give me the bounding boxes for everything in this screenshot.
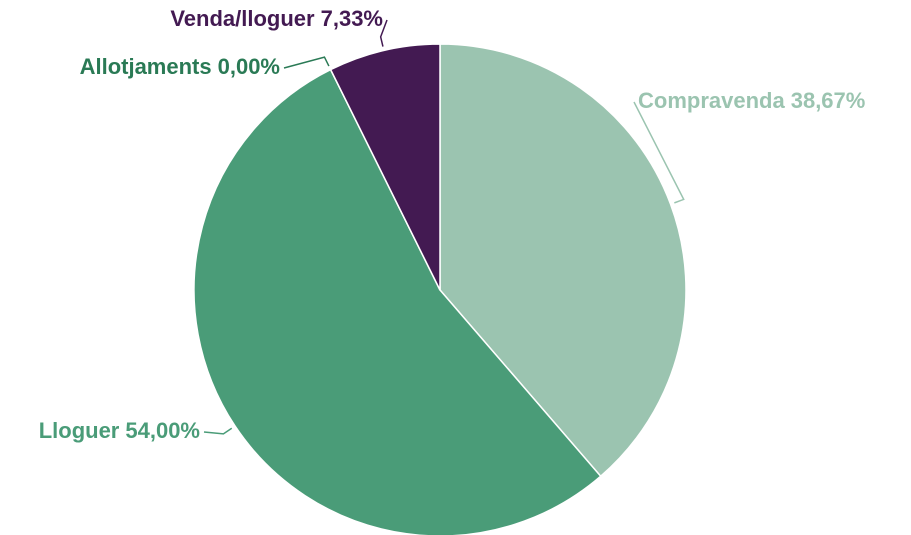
- pie-slice: [439, 43, 687, 478]
- slice-category: Allotjaments: [80, 54, 212, 79]
- slice-label: Allotjaments 0,00%: [80, 54, 280, 79]
- leader-line: [633, 101, 685, 204]
- leader-line: [379, 19, 388, 47]
- slice-label: Lloguer 54,00%: [39, 418, 200, 443]
- slice-category: Lloguer: [39, 418, 120, 443]
- pie-slice: [193, 68, 602, 535]
- pie-slice: [329, 43, 441, 291]
- slice-value: 7,33%: [321, 6, 383, 31]
- slice-value: 54,00%: [125, 418, 200, 443]
- slice-category: Compravenda: [638, 88, 785, 113]
- slice-label: Venda/lloguer 7,33%: [170, 6, 383, 31]
- slice-category: Venda/lloguer: [170, 6, 315, 31]
- leader-line: [203, 427, 233, 435]
- slice-label: Compravenda 38,67%: [638, 88, 865, 113]
- leader-line: [283, 56, 330, 69]
- slice-value: 38,67%: [791, 88, 866, 113]
- slice-value: 0,00%: [218, 54, 280, 79]
